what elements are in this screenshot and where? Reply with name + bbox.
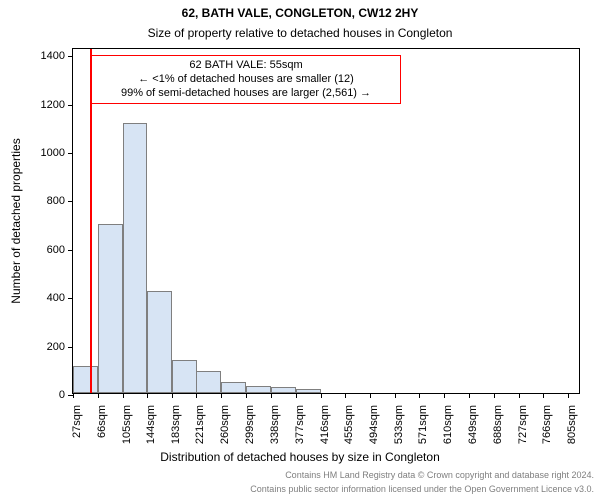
x-tick-label: 66sqm: [96, 405, 108, 438]
y-tick-label: 200: [47, 341, 65, 353]
annotation-line: ← <1% of detached houses are smaller (12…: [98, 73, 394, 87]
x-tick-label: 27sqm: [71, 405, 83, 438]
annotation-line: 99% of semi-detached houses are larger (…: [98, 87, 394, 101]
y-tick: [68, 347, 73, 348]
footer-line-2: Contains public sector information licen…: [250, 484, 594, 494]
x-tick-label: 260sqm: [219, 405, 231, 444]
x-tick-label: 688sqm: [492, 405, 504, 444]
chart-container: 62, BATH VALE, CONGLETON, CW12 2HY Size …: [0, 0, 600, 500]
x-tick-label: 610sqm: [442, 405, 454, 444]
x-tick: [296, 393, 297, 398]
histogram-bar: [296, 389, 321, 393]
x-tick-label: 416sqm: [319, 405, 331, 444]
x-tick-label: 105sqm: [121, 405, 133, 444]
x-tick-label: 649sqm: [467, 405, 479, 444]
y-tick: [68, 298, 73, 299]
x-tick: [568, 393, 569, 398]
x-tick: [419, 393, 420, 398]
histogram-bar: [73, 366, 98, 393]
x-tick: [519, 393, 520, 398]
y-tick-label: 400: [47, 292, 65, 304]
histogram-bar: [123, 123, 148, 393]
annotation-line: 62 BATH VALE: 55sqm: [98, 59, 394, 73]
x-tick-label: 338sqm: [269, 405, 281, 444]
y-tick-label: 1200: [41, 99, 65, 111]
histogram-bar: [196, 371, 221, 393]
x-tick: [345, 393, 346, 398]
y-axis-label: Number of detached properties: [9, 138, 23, 303]
x-tick-label: 494sqm: [368, 405, 380, 444]
annotation-box: 62 BATH VALE: 55sqm← <1% of detached hou…: [91, 55, 401, 104]
x-tick: [73, 393, 74, 398]
x-tick: [196, 393, 197, 398]
x-tick: [469, 393, 470, 398]
histogram-bar: [98, 224, 123, 393]
chart-title-sub: Size of property relative to detached ho…: [0, 26, 600, 40]
x-tick: [147, 393, 148, 398]
x-tick: [123, 393, 124, 398]
x-tick-label: 221sqm: [194, 405, 206, 444]
y-tick-label: 1400: [41, 50, 65, 62]
x-tick: [370, 393, 371, 398]
x-tick-label: 377sqm: [294, 405, 306, 444]
x-tick-label: 299sqm: [244, 405, 256, 444]
x-tick-label: 455sqm: [343, 405, 355, 444]
y-tick: [68, 56, 73, 57]
y-tick: [68, 201, 73, 202]
x-tick: [98, 393, 99, 398]
y-tick: [68, 153, 73, 154]
histogram-bar: [147, 291, 172, 393]
y-tick: [68, 250, 73, 251]
x-tick-label: 766sqm: [541, 405, 553, 444]
plot-area: 020040060080010001200140027sqm66sqm105sq…: [72, 48, 580, 394]
x-tick-label: 183sqm: [170, 405, 182, 444]
x-tick-label: 533sqm: [393, 405, 405, 444]
y-tick-label: 1000: [41, 147, 65, 159]
chart-title-address: 62, BATH VALE, CONGLETON, CW12 2HY: [0, 6, 600, 20]
x-tick: [494, 393, 495, 398]
x-tick: [444, 393, 445, 398]
x-tick: [543, 393, 544, 398]
histogram-bar: [221, 382, 246, 393]
y-tick: [68, 105, 73, 106]
x-tick-label: 805sqm: [566, 405, 578, 444]
x-tick: [395, 393, 396, 398]
x-tick: [271, 393, 272, 398]
histogram-bar: [246, 386, 271, 393]
y-tick-label: 0: [59, 389, 65, 401]
x-tick: [246, 393, 247, 398]
x-tick-label: 727sqm: [517, 405, 529, 444]
footer-line-1: Contains HM Land Registry data © Crown c…: [285, 470, 594, 480]
x-tick: [172, 393, 173, 398]
x-tick-label: 144sqm: [145, 405, 157, 444]
x-axis-label: Distribution of detached houses by size …: [0, 450, 600, 464]
y-tick-label: 800: [47, 195, 65, 207]
histogram-bar: [172, 360, 197, 393]
x-tick: [221, 393, 222, 398]
histogram-bar: [271, 387, 296, 393]
x-tick-label: 571sqm: [417, 405, 429, 444]
x-tick: [321, 393, 322, 398]
y-tick-label: 600: [47, 244, 65, 256]
